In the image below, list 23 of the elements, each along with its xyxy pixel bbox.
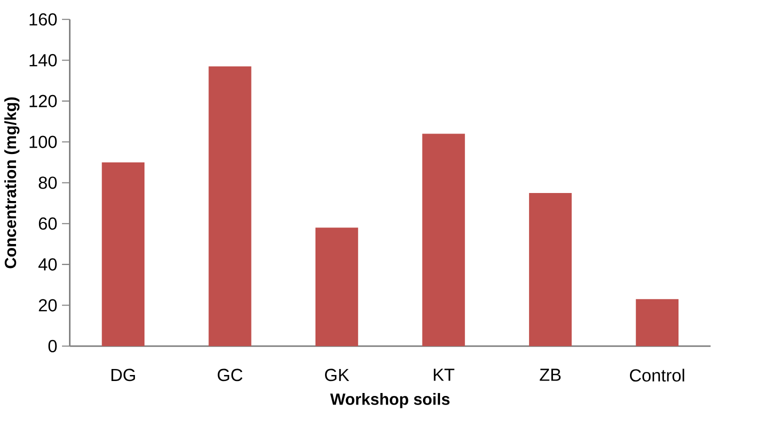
bar	[422, 134, 465, 346]
x-tick-label: ZB	[540, 368, 561, 381]
bar	[315, 228, 358, 346]
x-tick-label: KT	[434, 368, 454, 381]
y-tick-label: 80	[38, 176, 57, 190]
y-axis-title: Concentration (mg/kg)	[4, 98, 20, 268]
bar	[636, 299, 679, 346]
x-tick-label: Control	[630, 368, 684, 382]
y-tick-label: 160	[30, 13, 57, 26]
bar	[208, 66, 252, 346]
y-tick-label: 100	[30, 136, 57, 148]
y-tick-label: 0	[48, 340, 57, 352]
y-tick-label: 140	[30, 54, 57, 67]
y-tick-label: 120	[30, 95, 57, 108]
y-tick-label: 60	[38, 218, 57, 230]
y-tick-label: 40	[38, 258, 57, 271]
y-tick-label: 20	[38, 299, 57, 312]
x-axis-title: Workshop soils	[330, 393, 450, 408]
x-tick-label: DG	[112, 368, 135, 382]
bar	[102, 162, 144, 346]
bar	[529, 193, 572, 346]
x-tick-label: GK	[325, 368, 350, 382]
x-tick-label: GC	[218, 368, 242, 382]
